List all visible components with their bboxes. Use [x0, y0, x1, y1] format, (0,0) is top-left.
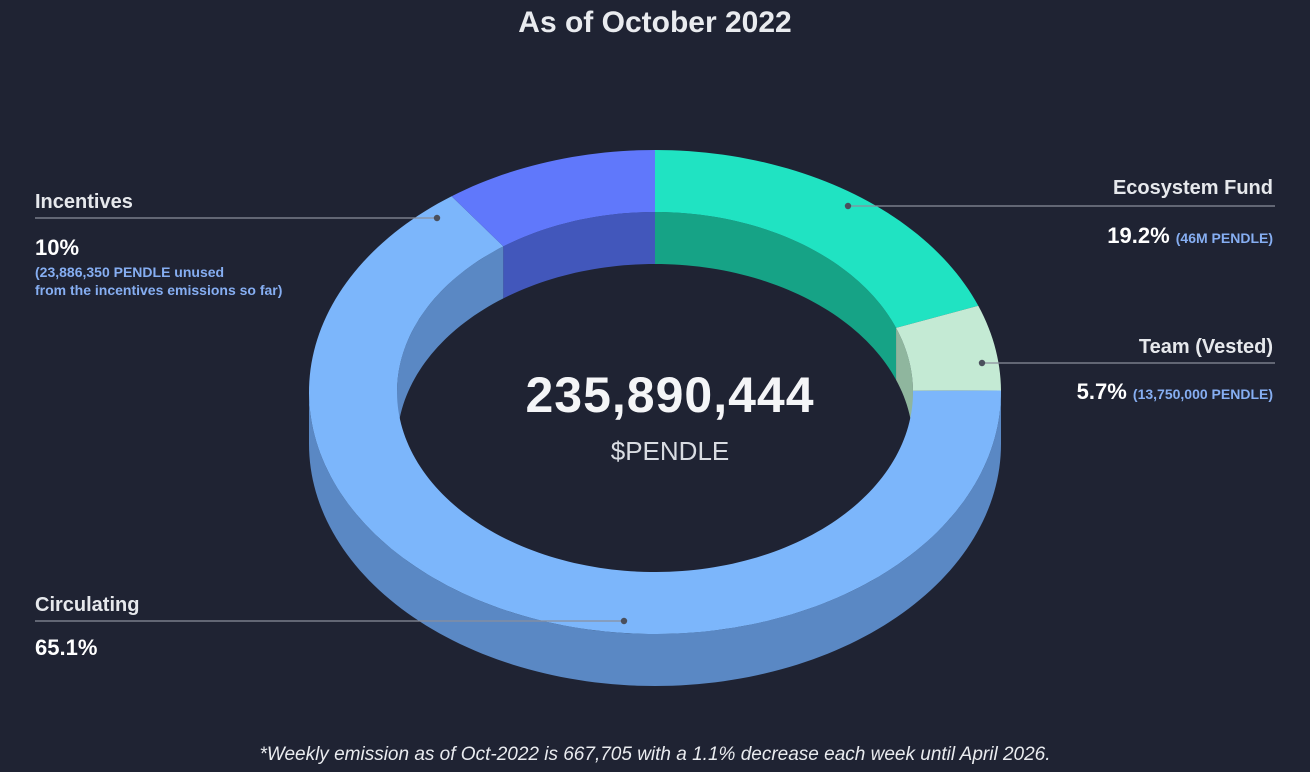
leader-dot-team-vested: [978, 359, 986, 367]
team-vested-pct: 5.7%: [1076, 379, 1127, 404]
legend-label-incentives: Incentives: [35, 191, 133, 213]
center-total-value: 235,890,444: [525, 367, 815, 423]
legend-label-ecosystem-fund: Ecosystem Fund: [1112, 177, 1273, 199]
team-vested-note: (13,750,000 PENDLE): [1132, 386, 1273, 402]
leader-dot-circulating: [620, 617, 628, 625]
legend-value-team-vested: 5.7% (13,750,000 PENDLE): [1077, 379, 1273, 405]
leader-dot-incentives: [433, 214, 441, 222]
inner-wall-team-vested: [896, 327, 913, 443]
slice-team-vested: [896, 305, 1001, 391]
ecosystem-fund-pct: 19.2%: [1107, 223, 1170, 248]
legend-label-team-vested: Team (Vested): [1138, 336, 1273, 358]
slice-ecosystem-fund: [655, 150, 979, 328]
chart-title: As of October 2022: [518, 6, 792, 39]
leader-dot-ecosystem-fund: [844, 202, 852, 210]
incentives-pct: 10%: [35, 235, 80, 260]
center-total-unit: $PENDLE: [610, 436, 730, 466]
inner-wall-circulating: [397, 246, 504, 444]
incentives-note: (23,886,350 PENDLE unused from the incen…: [35, 264, 283, 298]
legend-label-circulating: Circulating: [35, 594, 140, 616]
side-wall-circulating: [309, 392, 1001, 686]
inner-wall-ecosystem-fund: [655, 212, 897, 380]
ecosystem-fund-note: (46M PENDLE): [1175, 230, 1273, 246]
legend-value-ecosystem-fund: 19.2% (46M PENDLE): [1107, 223, 1273, 249]
inner-wall-incentives: [503, 212, 655, 299]
circulating-pct: 65.1%: [35, 635, 98, 660]
slice-incentives: [451, 150, 655, 247]
emission-footnote: *Weekly emission as of Oct-2022 is 667,7…: [259, 744, 1051, 765]
